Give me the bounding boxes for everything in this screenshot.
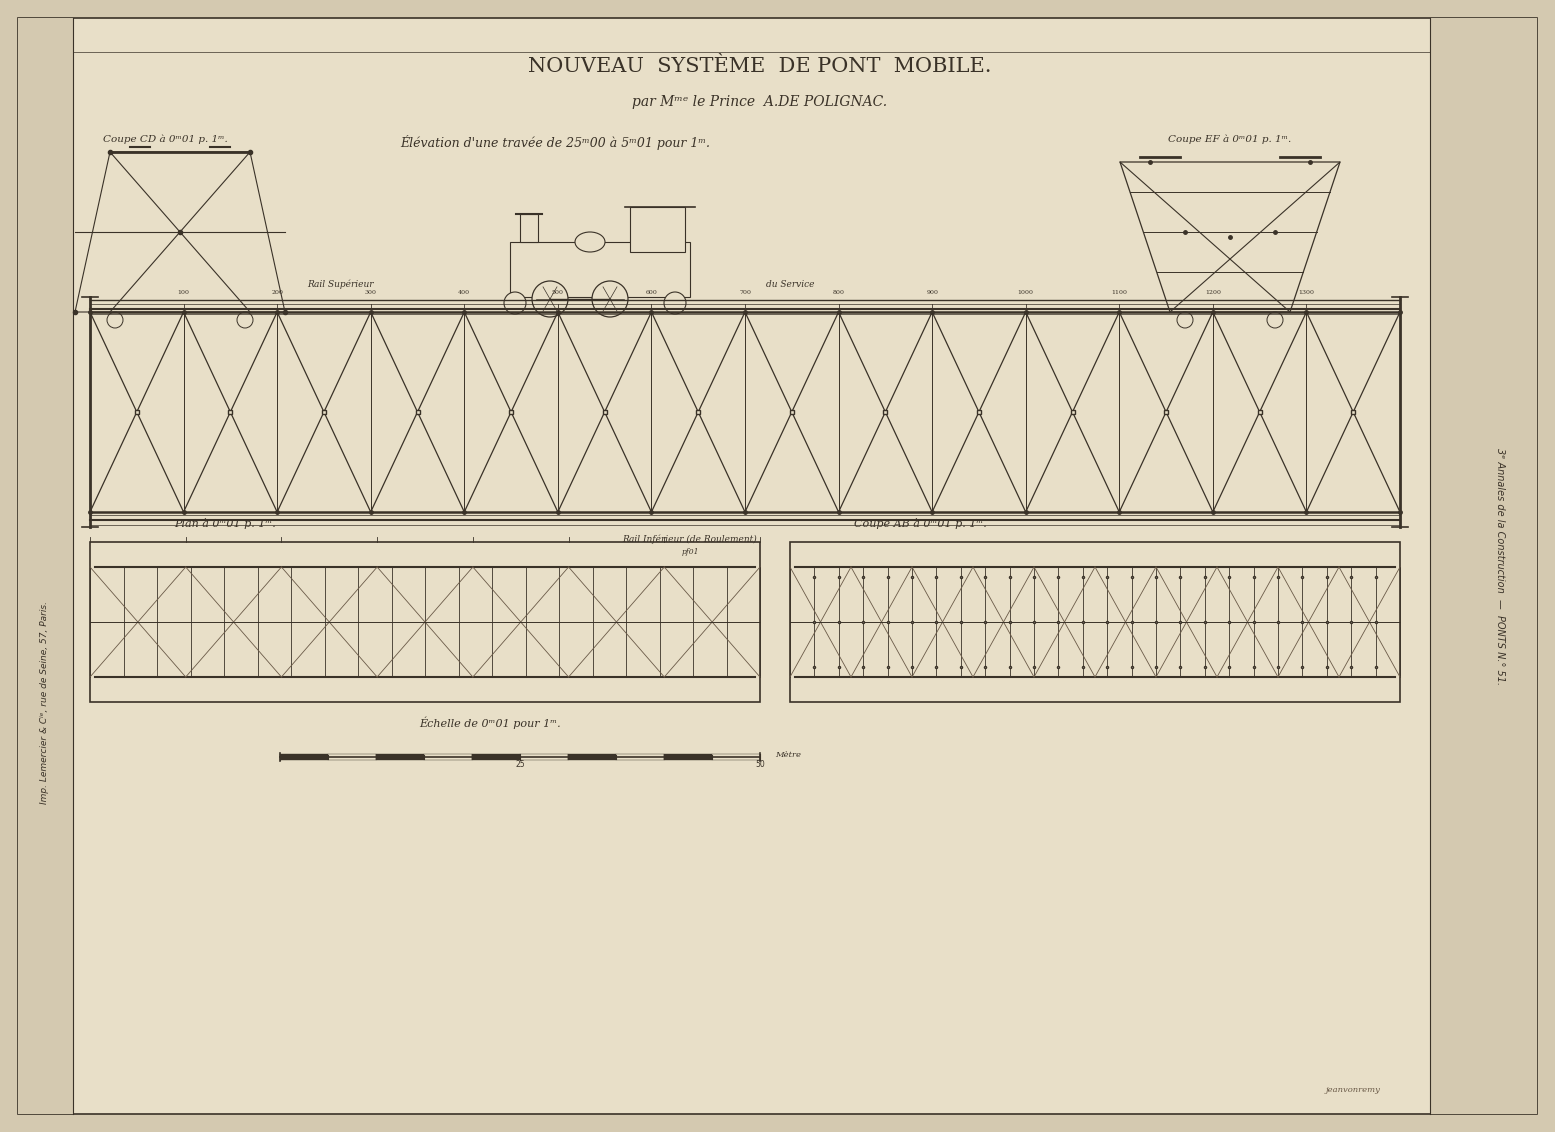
Text: 25: 25 xyxy=(515,760,526,769)
Text: 1300: 1300 xyxy=(1298,290,1314,295)
Circle shape xyxy=(504,292,526,314)
Text: 50: 50 xyxy=(756,760,765,769)
Bar xyxy=(616,754,664,760)
Bar xyxy=(664,754,712,760)
Text: 200: 200 xyxy=(271,290,283,295)
Text: pf01: pf01 xyxy=(681,548,698,556)
Text: 800: 800 xyxy=(832,290,844,295)
Text: 1100: 1100 xyxy=(1112,290,1127,295)
Circle shape xyxy=(1177,312,1193,328)
Circle shape xyxy=(107,312,123,328)
Circle shape xyxy=(532,281,568,317)
Text: Coupe AB à 0ᵐ01 p. 1ᵐ.: Coupe AB à 0ᵐ01 p. 1ᵐ. xyxy=(854,518,986,529)
Bar xyxy=(568,754,616,760)
Text: 600: 600 xyxy=(645,290,658,295)
Circle shape xyxy=(1267,312,1283,328)
Polygon shape xyxy=(1120,162,1340,312)
Bar xyxy=(712,754,760,760)
Bar xyxy=(473,754,519,760)
Text: Échelle de 0ᵐ01 pour 1ᵐ.: Échelle de 0ᵐ01 pour 1ᵐ. xyxy=(420,717,561,729)
Text: 900: 900 xyxy=(927,290,938,295)
Text: 400: 400 xyxy=(459,290,470,295)
Circle shape xyxy=(592,281,628,317)
Text: NOUVEAU  SYSTÈME  DE PONT  MOBILE.: NOUVEAU SYSTÈME DE PONT MOBILE. xyxy=(529,58,992,77)
Bar xyxy=(425,754,473,760)
Text: Rail Supérieur: Rail Supérieur xyxy=(306,280,373,289)
Text: Coupe CD à 0ᵐ01 p. 1ᵐ.: Coupe CD à 0ᵐ01 p. 1ᵐ. xyxy=(103,135,227,144)
Text: jeanvonremy: jeanvonremy xyxy=(1325,1086,1379,1094)
Text: 700: 700 xyxy=(739,290,751,295)
Bar xyxy=(790,542,1400,702)
Text: Coupe EF à 0ᵐ01 p. 1ᵐ.: Coupe EF à 0ᵐ01 p. 1ᵐ. xyxy=(1168,135,1292,144)
Bar xyxy=(90,542,760,702)
Bar xyxy=(519,754,568,760)
Text: Imp. Lemercier & Cⁱᵉ, rue de Seine, 57, Paris.: Imp. Lemercier & Cⁱᵉ, rue de Seine, 57, … xyxy=(40,600,50,804)
Text: 300: 300 xyxy=(365,290,376,295)
Bar xyxy=(376,754,425,760)
Text: du Service: du Service xyxy=(765,280,815,289)
Bar xyxy=(510,242,690,297)
Bar xyxy=(519,214,538,242)
Bar xyxy=(19,18,73,1114)
Text: Plan à 0ᵐ01 p. 1ᵐ.: Plan à 0ᵐ01 p. 1ᵐ. xyxy=(174,518,275,529)
Circle shape xyxy=(236,312,253,328)
Text: 500: 500 xyxy=(552,290,564,295)
Text: Élévation d'une travée de 25ᵐ00 à 5ᵐ01 pour 1ᵐ.: Élévation d'une travée de 25ᵐ00 à 5ᵐ01 p… xyxy=(400,135,711,149)
Bar xyxy=(1431,18,1536,1114)
Text: 1200: 1200 xyxy=(1205,290,1221,295)
Text: 3ᵉ Annales de la Construction  —  PONTS N.° 51.: 3ᵉ Annales de la Construction — PONTS N.… xyxy=(1494,448,1505,686)
Bar xyxy=(328,754,376,760)
Bar xyxy=(630,207,686,252)
Text: Mètre: Mètre xyxy=(774,751,801,758)
Text: 100: 100 xyxy=(177,290,190,295)
Text: Rail Inférieur (de Roulement): Rail Inférieur (de Roulement) xyxy=(622,534,757,544)
Text: 1000: 1000 xyxy=(1017,290,1034,295)
Polygon shape xyxy=(75,152,285,312)
Circle shape xyxy=(664,292,686,314)
Text: par Mᵐᵉ le Prince  A.DE POLIGNAC.: par Mᵐᵉ le Prince A.DE POLIGNAC. xyxy=(633,95,888,109)
Bar xyxy=(280,754,328,760)
Ellipse shape xyxy=(575,232,605,252)
